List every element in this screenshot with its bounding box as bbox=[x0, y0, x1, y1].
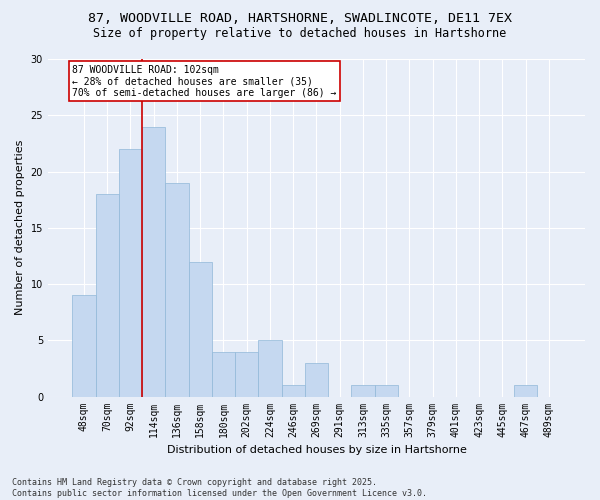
Bar bbox=[142, 126, 166, 396]
Bar bbox=[305, 363, 328, 396]
Bar bbox=[73, 296, 95, 396]
Bar bbox=[95, 194, 119, 396]
Bar bbox=[281, 386, 305, 396]
Text: 87 WOODVILLE ROAD: 102sqm
← 28% of detached houses are smaller (35)
70% of semi-: 87 WOODVILLE ROAD: 102sqm ← 28% of detac… bbox=[73, 64, 337, 98]
Text: Size of property relative to detached houses in Hartshorne: Size of property relative to detached ho… bbox=[94, 28, 506, 40]
Bar bbox=[514, 386, 538, 396]
Bar bbox=[374, 386, 398, 396]
Bar bbox=[259, 340, 281, 396]
Bar bbox=[166, 183, 188, 396]
X-axis label: Distribution of detached houses by size in Hartshorne: Distribution of detached houses by size … bbox=[167, 445, 466, 455]
Text: 87, WOODVILLE ROAD, HARTSHORNE, SWADLINCOTE, DE11 7EX: 87, WOODVILLE ROAD, HARTSHORNE, SWADLINC… bbox=[88, 12, 512, 26]
Bar bbox=[235, 352, 259, 397]
Bar bbox=[212, 352, 235, 397]
Bar bbox=[119, 149, 142, 396]
Bar bbox=[352, 386, 374, 396]
Text: Contains HM Land Registry data © Crown copyright and database right 2025.
Contai: Contains HM Land Registry data © Crown c… bbox=[12, 478, 427, 498]
Bar bbox=[188, 262, 212, 396]
Y-axis label: Number of detached properties: Number of detached properties bbox=[15, 140, 25, 316]
